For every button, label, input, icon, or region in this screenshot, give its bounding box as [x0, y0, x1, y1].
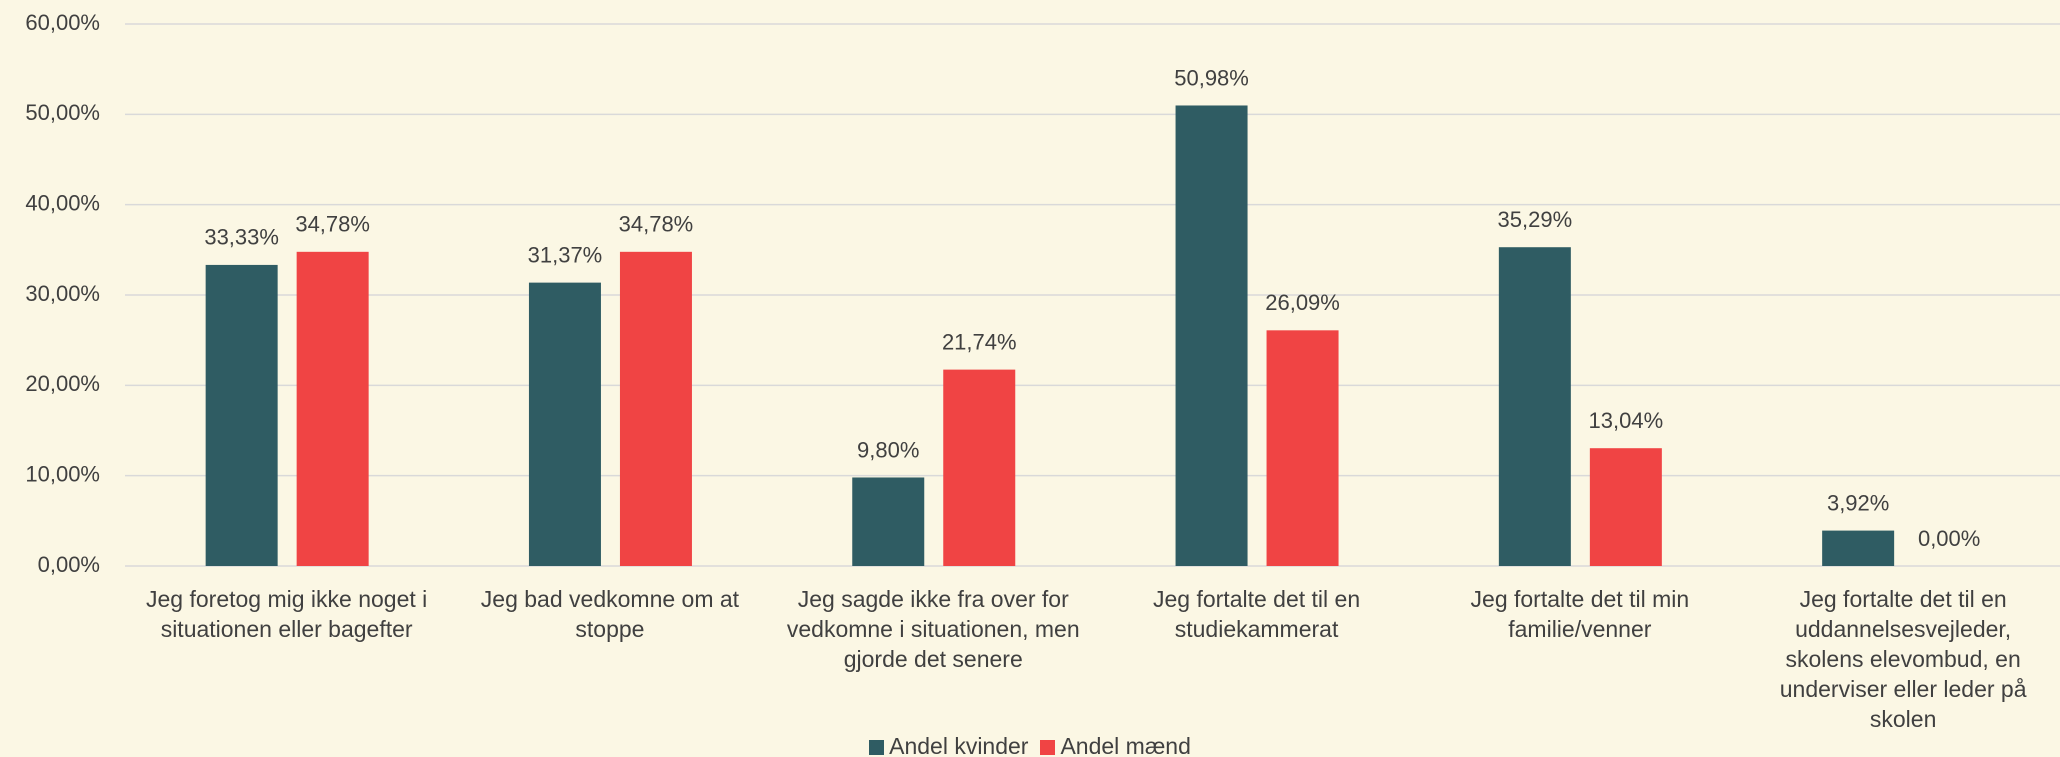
y-tick-label: 30,00%	[25, 281, 100, 306]
bar	[205, 264, 278, 566]
legend-item: Andel mænd	[1040, 733, 1191, 757]
data-label: 21,74%	[942, 329, 1017, 354]
data-label: 35,29%	[1498, 207, 1573, 232]
bar	[619, 251, 692, 566]
bar	[1822, 530, 1895, 566]
bar	[296, 251, 369, 566]
bar	[943, 369, 1016, 566]
x-tick-label: Jeg fortalte det til min familie/venner	[1470, 586, 1690, 642]
x-tick-label: Jeg fortalte det til en studiekammerat	[1152, 586, 1361, 642]
data-label: 0,00%	[1918, 526, 1980, 551]
y-tick-label: 0,00%	[38, 552, 100, 577]
y-tick-label: 50,00%	[25, 100, 100, 125]
legend-item: Andel kvinder	[869, 733, 1028, 757]
y-tick-label: 20,00%	[25, 371, 100, 396]
y-tick-label: 60,00%	[25, 10, 100, 35]
data-label: 9,80%	[857, 437, 919, 462]
data-label: 31,37%	[528, 242, 603, 267]
data-label: 34,78%	[295, 212, 370, 237]
x-tick-label: Jeg fortalte det til en uddannelsesvejle…	[1779, 586, 2027, 732]
data-label: 50,98%	[1174, 65, 1249, 90]
legend-swatch	[869, 740, 885, 755]
legend-swatch	[1040, 740, 1056, 755]
bar	[852, 477, 925, 566]
y-tick-label: 10,00%	[25, 461, 100, 486]
bar	[528, 282, 601, 566]
legend-label: Andel kvinder	[889, 733, 1029, 757]
data-label: 13,04%	[1589, 408, 1664, 433]
y-tick-label: 40,00%	[25, 190, 100, 215]
legend-label: Andel mænd	[1060, 733, 1191, 757]
bar	[1175, 105, 1248, 567]
data-label: 34,78%	[619, 212, 694, 237]
x-tick-label: Jeg bad vedkomne om at stoppe	[480, 586, 740, 642]
x-tick-label: Jeg sagde ikke fra over for vedkomne i s…	[786, 586, 1080, 672]
legend: Andel kvinder Andel mænd	[0, 733, 2060, 757]
data-label: 3,92%	[1827, 490, 1889, 515]
data-label: 33,33%	[204, 225, 279, 250]
x-tick-label: Jeg foretog mig ikke noget i situationen…	[146, 586, 428, 642]
data-label: 26,09%	[1265, 290, 1340, 315]
bar	[1589, 448, 1662, 566]
bar	[1266, 330, 1339, 566]
bar	[1498, 247, 1571, 566]
